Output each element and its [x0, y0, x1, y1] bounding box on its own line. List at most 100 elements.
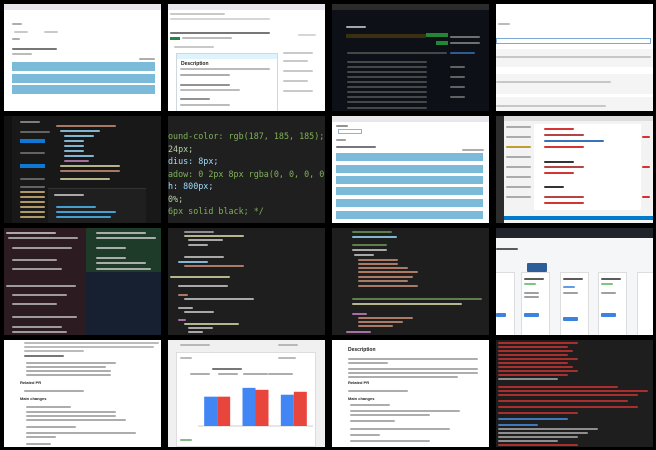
browser-url-bar[interactable] [4, 4, 161, 10]
text-line [506, 176, 531, 178]
title-bar [504, 116, 653, 121]
text-line [20, 206, 45, 208]
text-line [283, 80, 308, 82]
text-line [26, 426, 76, 428]
date-input[interactable] [338, 129, 362, 134]
action-button[interactable] [563, 317, 578, 321]
action-button[interactable] [496, 313, 506, 317]
list-bars [4, 4, 161, 111]
text-line [450, 76, 465, 78]
item-card[interactable] [521, 272, 550, 335]
text-line [642, 136, 650, 138]
text-line [563, 286, 575, 288]
text-line [298, 34, 316, 36]
text-line [188, 244, 208, 246]
text-line [450, 66, 465, 68]
bar[interactable] [293, 391, 307, 426]
text-line [188, 239, 223, 241]
text-line [64, 155, 94, 157]
text-line [12, 247, 72, 249]
text-line [496, 81, 611, 83]
action-button[interactable] [524, 313, 539, 317]
text-line [347, 71, 427, 73]
text-line [358, 267, 408, 269]
text-line [336, 139, 346, 141]
activity-bar[interactable] [496, 116, 504, 223]
list-item[interactable] [12, 62, 155, 71]
list-item[interactable] [12, 74, 155, 83]
text-line [352, 298, 482, 300]
text-line [347, 107, 427, 109]
commit-button[interactable] [20, 139, 45, 143]
status-badge [170, 37, 180, 40]
text-line [347, 101, 427, 103]
bar[interactable] [255, 389, 269, 426]
bar[interactable] [204, 396, 218, 426]
text-line [283, 60, 308, 62]
activity-bar[interactable] [4, 116, 12, 223]
text-line [544, 172, 574, 174]
code-button[interactable] [426, 33, 448, 37]
text-line [54, 194, 84, 196]
add-file-button[interactable] [436, 41, 448, 45]
text-line [348, 372, 478, 374]
text-line [358, 259, 398, 261]
text-line [6, 232, 56, 234]
text-line [178, 319, 186, 321]
text-line [506, 186, 531, 188]
item-card[interactable] [496, 272, 515, 335]
panel-web-form-list [4, 4, 161, 111]
bar[interactable] [217, 396, 231, 426]
list-item[interactable] [336, 153, 483, 161]
text-line [20, 216, 45, 218]
bar[interactable] [242, 387, 256, 426]
text-line [358, 271, 418, 273]
text-line [498, 394, 638, 396]
panel-python-dict [332, 228, 489, 335]
list-item[interactable] [12, 85, 155, 94]
text-line [352, 303, 462, 305]
action-button[interactable] [601, 313, 616, 317]
text-line [347, 76, 427, 78]
browser-url-bar[interactable] [168, 4, 325, 10]
bar[interactable] [280, 394, 294, 426]
text-line [20, 121, 40, 123]
text-line [352, 249, 387, 251]
panel-css-snippet: ound-color: rgb(187, 185, 185); */ 24px; d… [168, 116, 325, 223]
list-item[interactable] [336, 211, 483, 219]
text-line [212, 368, 242, 370]
text-line [190, 373, 210, 375]
text-line [24, 346, 154, 348]
text-line [544, 202, 584, 204]
panel-python-code [168, 228, 325, 335]
item-card[interactable] [598, 272, 627, 335]
item-card[interactable] [560, 272, 589, 335]
text-line [498, 358, 578, 360]
text-line [170, 32, 270, 34]
list-item[interactable] [336, 199, 483, 207]
text-line [184, 265, 244, 267]
list-item[interactable] [336, 187, 483, 195]
text-line [498, 23, 510, 25]
diff-removed-pane [4, 228, 86, 335]
text-line [20, 196, 45, 198]
browser-url-bar[interactable] [332, 4, 489, 10]
text-line [544, 128, 574, 130]
text-input[interactable] [496, 38, 651, 44]
text-line [60, 178, 110, 180]
text-line [64, 140, 84, 142]
browser-url-bar[interactable] [332, 116, 489, 122]
dropdown-menu[interactable] [527, 263, 547, 272]
text-line [350, 440, 430, 442]
text-line [184, 323, 239, 325]
sync-button[interactable] [20, 164, 45, 168]
text-line [352, 313, 367, 315]
list-item[interactable] [336, 176, 483, 184]
text-line [498, 444, 578, 446]
text-line [12, 294, 67, 296]
item-card[interactable] [637, 272, 653, 335]
text-line [64, 135, 94, 137]
list-item[interactable] [336, 165, 483, 173]
text-line [24, 355, 64, 357]
text-line [496, 56, 651, 58]
